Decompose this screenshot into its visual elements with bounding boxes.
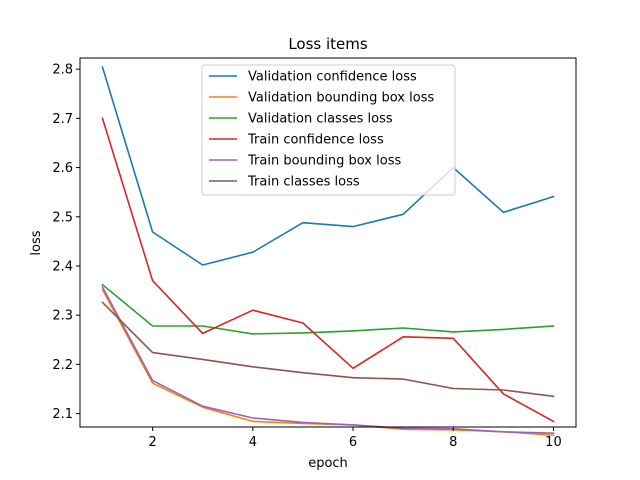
x-tick-label: 10 [545,435,562,450]
legend-label: Train classes loss [247,175,360,190]
chart-title: Loss items [288,35,368,53]
legend: Validation confidence loss Validation bou… [201,64,456,196]
legend-label: Validation confidence loss [248,70,417,85]
series-line-6 [101,301,555,398]
x-axis-label: epoch [308,456,348,471]
plot-frame [79,57,577,428]
series-line-3 [101,283,555,335]
series-line-4 [101,117,555,423]
series-line-5 [101,286,555,435]
legend-label: Validation bounding box loss [248,91,434,106]
y-tick-label: 2.8 [52,63,73,78]
legend-label: Train confidence loss [247,133,384,148]
y-tick-label: 2.7 [52,112,73,127]
y-tick-label: 2.4 [52,259,73,274]
y-axis-ticks: 2.1 2.2 2.3 2.4 2.5 2.6 2.7 2.8 [52,63,80,422]
y-tick-label: 2.3 [52,309,73,324]
legend-label: Train bounding box loss [247,154,401,169]
x-tick-label: 8 [449,435,457,450]
x-tick-label: 4 [249,435,257,450]
x-tick-label: 2 [149,435,157,450]
y-tick-label: 2.2 [52,358,73,373]
series-lines [101,66,555,437]
legend-box [201,64,456,196]
y-axis-label: loss [29,230,44,255]
y-tick-label: 2.1 [52,407,73,422]
x-axis-ticks: 2 4 6 8 10 [149,427,562,450]
y-tick-label: 2.6 [52,161,73,176]
series-line-1 [101,66,555,266]
y-tick-label: 2.5 [52,210,73,225]
legend-label: Validation classes loss [248,112,393,127]
x-tick-label: 6 [349,435,357,450]
